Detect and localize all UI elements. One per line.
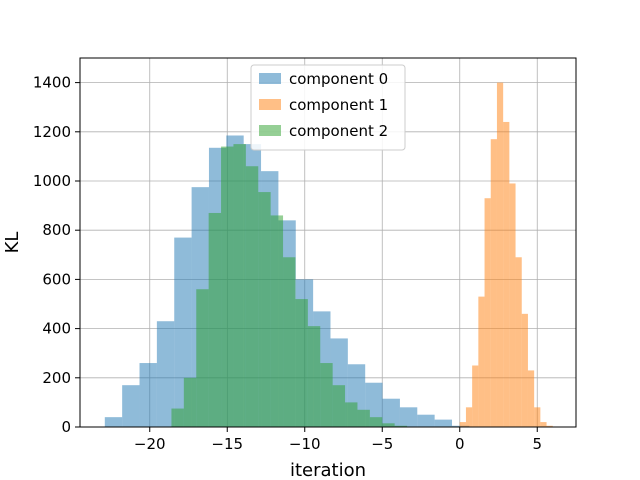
histogram-bar	[394, 425, 408, 427]
legend-label: component 0	[289, 70, 388, 88]
histogram-bar	[527, 370, 535, 427]
histogram-bar	[399, 407, 418, 427]
x-tick-label: −15	[211, 435, 243, 453]
x-axis-ticks: −20 −15 −10 −5 0 5	[134, 427, 542, 453]
histogram-bar	[465, 407, 473, 427]
series-2-bars	[171, 144, 408, 428]
histogram-bar	[546, 425, 553, 427]
histogram-bar	[515, 257, 522, 427]
histogram-bar	[320, 363, 333, 427]
plot-frame	[79, 57, 577, 428]
y-tick-label: 1400	[33, 74, 71, 92]
histogram-bar	[156, 321, 175, 427]
x-tick-label: −10	[289, 435, 321, 453]
x-tick-label: −5	[371, 435, 393, 453]
x-tick-label: 5	[532, 435, 542, 453]
histogram-bar	[345, 402, 358, 427]
histogram-bar	[183, 377, 197, 427]
x-axis-label: iteration	[290, 460, 366, 480]
legend-label: component 1	[289, 96, 388, 114]
y-tick-label: 1000	[33, 172, 71, 190]
histogram-bar	[490, 139, 497, 427]
histogram-bar	[104, 417, 123, 427]
y-tick-label: 400	[42, 320, 71, 338]
histogram-bar	[496, 82, 504, 427]
series-1-bars	[459, 82, 553, 428]
histogram-bars	[104, 82, 553, 428]
histogram-bar	[196, 289, 209, 427]
legend-swatch	[259, 125, 281, 136]
y-axis-label: KL	[2, 232, 23, 254]
legend: component 0 component 1 component 2	[250, 64, 406, 151]
histogram-bar	[540, 422, 547, 427]
histogram-bar	[509, 183, 516, 427]
x-tick-label: 0	[455, 435, 465, 453]
histogram-bar	[478, 296, 485, 427]
histogram-bar	[258, 192, 271, 427]
legend-box	[250, 64, 406, 151]
y-tick-label: 800	[42, 221, 71, 239]
histogram-bar	[171, 408, 184, 427]
histogram-bar	[122, 385, 140, 427]
histogram-bar	[503, 121, 510, 428]
y-tick-label: 1200	[33, 123, 71, 141]
histogram-bar	[382, 398, 400, 427]
histogram-bar	[245, 166, 259, 428]
histogram-bar	[382, 423, 395, 427]
legend-label: component 2	[289, 122, 388, 140]
legend-swatch	[259, 73, 281, 84]
histogram-bar	[139, 363, 157, 427]
histogram-bar	[283, 257, 296, 427]
legend-swatch	[259, 99, 281, 110]
y-axis-ticks: 0 200 400 600 800 1000 1200 1400	[33, 74, 80, 436]
histogram-bar	[417, 414, 435, 427]
x-tick-label: −20	[134, 435, 166, 453]
histogram-bar	[534, 407, 541, 427]
histogram-bar	[295, 299, 308, 427]
histogram-bar	[233, 144, 246, 427]
histogram-bar	[521, 313, 528, 427]
y-tick-label: 200	[42, 369, 71, 387]
histogram-bar	[332, 385, 346, 427]
histogram-bar	[357, 409, 370, 427]
histogram-bar	[459, 422, 466, 427]
histogram-bar	[434, 419, 452, 427]
y-tick-label: 600	[42, 270, 71, 288]
histogram-bar	[307, 326, 321, 427]
histogram-bar	[484, 198, 491, 427]
histogram-bar	[270, 215, 284, 427]
histogram-bar	[472, 365, 479, 427]
histogram-bar	[208, 212, 222, 427]
y-tick-label: 0	[61, 418, 71, 436]
histogram-bar	[221, 146, 234, 427]
histogram-bar	[369, 417, 383, 427]
